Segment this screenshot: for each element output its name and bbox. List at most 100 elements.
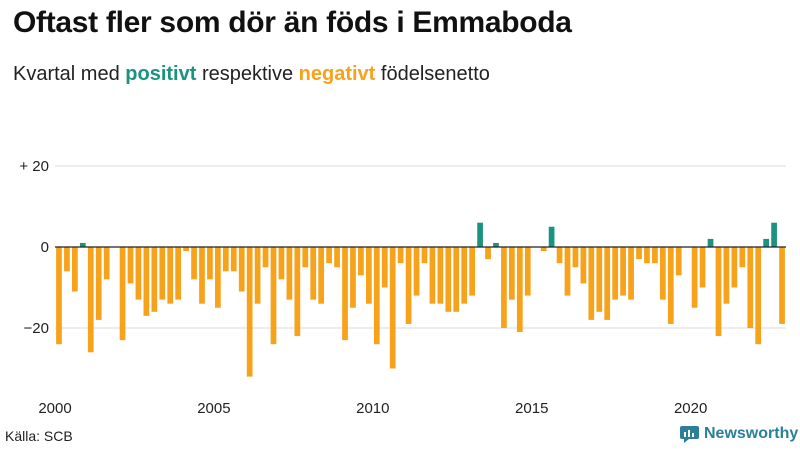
x-tick-label: 2010 <box>356 400 389 417</box>
bar <box>604 247 611 320</box>
bar <box>755 247 762 345</box>
bar <box>477 222 483 247</box>
bar <box>183 247 189 252</box>
source-label: Källa: SCB <box>5 428 73 444</box>
bar <box>215 247 221 308</box>
bar <box>429 247 436 304</box>
bar <box>342 247 348 341</box>
x-tick-label: 2005 <box>197 400 230 417</box>
bar <box>739 247 746 268</box>
bar <box>72 247 78 292</box>
bar <box>286 247 293 300</box>
bar <box>151 247 158 312</box>
bar <box>135 247 142 300</box>
bar <box>310 247 317 300</box>
bar <box>262 247 269 268</box>
bar <box>461 247 468 304</box>
bar <box>707 238 714 247</box>
bar <box>652 247 658 264</box>
bar <box>302 247 309 268</box>
bar <box>389 247 396 369</box>
bar <box>644 247 650 264</box>
bar-chart: + 20 0 −20 2000 2005 2010 2015 2020 <box>19 158 786 417</box>
bar <box>246 247 253 377</box>
bar <box>87 247 94 353</box>
bar <box>79 242 86 247</box>
bar <box>445 247 452 312</box>
bar <box>723 247 730 304</box>
bar <box>763 238 769 247</box>
bar <box>159 247 166 300</box>
subtitle-middle: respektive <box>196 63 299 85</box>
y-tick-label: 0 <box>41 239 49 256</box>
x-tick-label: 2020 <box>674 400 707 417</box>
x-tick-label: 2015 <box>515 400 548 417</box>
bar <box>509 247 515 300</box>
bar <box>358 247 364 276</box>
subtitle-suffix: födelsenetto <box>375 63 490 85</box>
bar <box>199 247 205 304</box>
chart-subtitle: Kvartal med positivt respektive negativt… <box>13 63 490 86</box>
bar <box>612 247 619 300</box>
bar <box>501 247 507 328</box>
bar <box>95 247 102 320</box>
bar <box>659 247 666 300</box>
bar <box>207 247 213 280</box>
bar <box>175 247 182 300</box>
bar <box>191 247 197 280</box>
brand-logo: Newsworthy <box>680 425 798 443</box>
bar <box>350 247 356 308</box>
subtitle-positive-keyword: positivt <box>125 63 197 85</box>
bar <box>318 247 325 304</box>
y-tick-label: + 20 <box>19 158 49 175</box>
bar <box>326 247 332 264</box>
bar <box>628 247 634 300</box>
bar <box>469 247 476 296</box>
bar <box>636 247 642 260</box>
bar <box>270 247 277 345</box>
bar <box>405 247 412 324</box>
bar <box>564 247 571 296</box>
bar <box>453 247 460 312</box>
bar <box>620 247 626 296</box>
bar <box>373 247 380 345</box>
bar <box>365 247 372 304</box>
bar <box>675 247 682 276</box>
bar <box>580 247 587 284</box>
bar <box>167 247 174 304</box>
bar <box>699 247 706 288</box>
bar <box>548 226 555 247</box>
bar <box>524 247 531 296</box>
subtitle-prefix: Kvartal med <box>13 63 126 85</box>
bar <box>779 247 785 324</box>
bar <box>254 247 261 304</box>
bar <box>127 247 134 284</box>
brand-name: Newsworthy <box>704 425 799 442</box>
bar <box>747 247 754 328</box>
bar <box>691 247 698 308</box>
bar <box>437 247 444 304</box>
chart-title: Oftast fler som dör än föds i Emmaboda <box>13 6 572 39</box>
subtitle-negative-keyword: negativt <box>298 63 376 85</box>
bar <box>516 247 523 333</box>
bar <box>771 222 777 247</box>
bar <box>278 247 285 280</box>
bar <box>485 247 491 260</box>
bar <box>588 247 595 320</box>
bar <box>413 247 420 296</box>
bar <box>715 247 722 337</box>
bar <box>230 247 237 272</box>
bar <box>119 247 126 341</box>
bar <box>334 247 340 268</box>
bar <box>540 247 547 252</box>
bar <box>572 247 579 268</box>
bar <box>397 247 404 264</box>
bar <box>667 247 674 324</box>
bar <box>381 247 388 288</box>
bar <box>596 247 603 312</box>
newsworthy-icon <box>680 425 699 443</box>
bar <box>731 247 738 288</box>
bar <box>56 247 62 345</box>
x-tick-label: 2000 <box>38 400 71 417</box>
bar <box>103 247 110 280</box>
